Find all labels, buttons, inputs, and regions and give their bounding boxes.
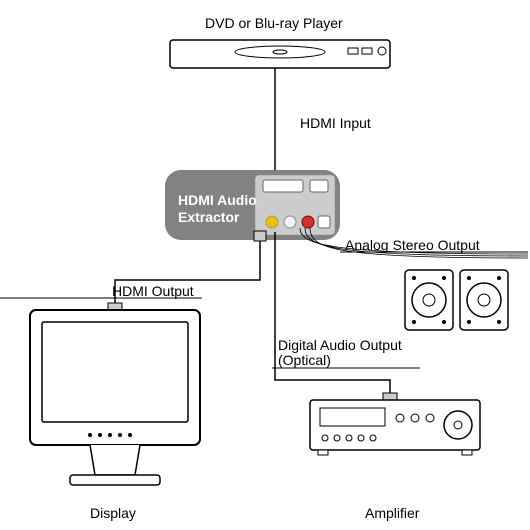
display-icon (30, 310, 200, 485)
speaker-left-icon (405, 270, 453, 330)
amplifier-label: Amplifier (365, 505, 419, 521)
diagram-canvas: DVD or Blu-ray Player HDMI Input HDMI Au… (0, 0, 530, 530)
digital-output-cable (275, 232, 397, 401)
device-label: HDMI Audio Extractor (178, 192, 258, 226)
amplifier-icon (310, 400, 480, 455)
player-icon (170, 40, 390, 68)
hdmi-output-label: HDMI Output (112, 283, 194, 299)
analog-output-label: Analog Stereo Output (345, 237, 480, 253)
speaker-right-icon (460, 270, 508, 330)
hdmi-input-label: HDMI Input (300, 115, 371, 131)
hdmi-output-cable (108, 231, 266, 311)
diagram-svg (0, 0, 530, 530)
display-label: Display (90, 505, 136, 521)
player-label: DVD or Blu-ray Player (205, 15, 343, 31)
digital-output-label: Digital Audio Output (Optical) (278, 338, 408, 369)
